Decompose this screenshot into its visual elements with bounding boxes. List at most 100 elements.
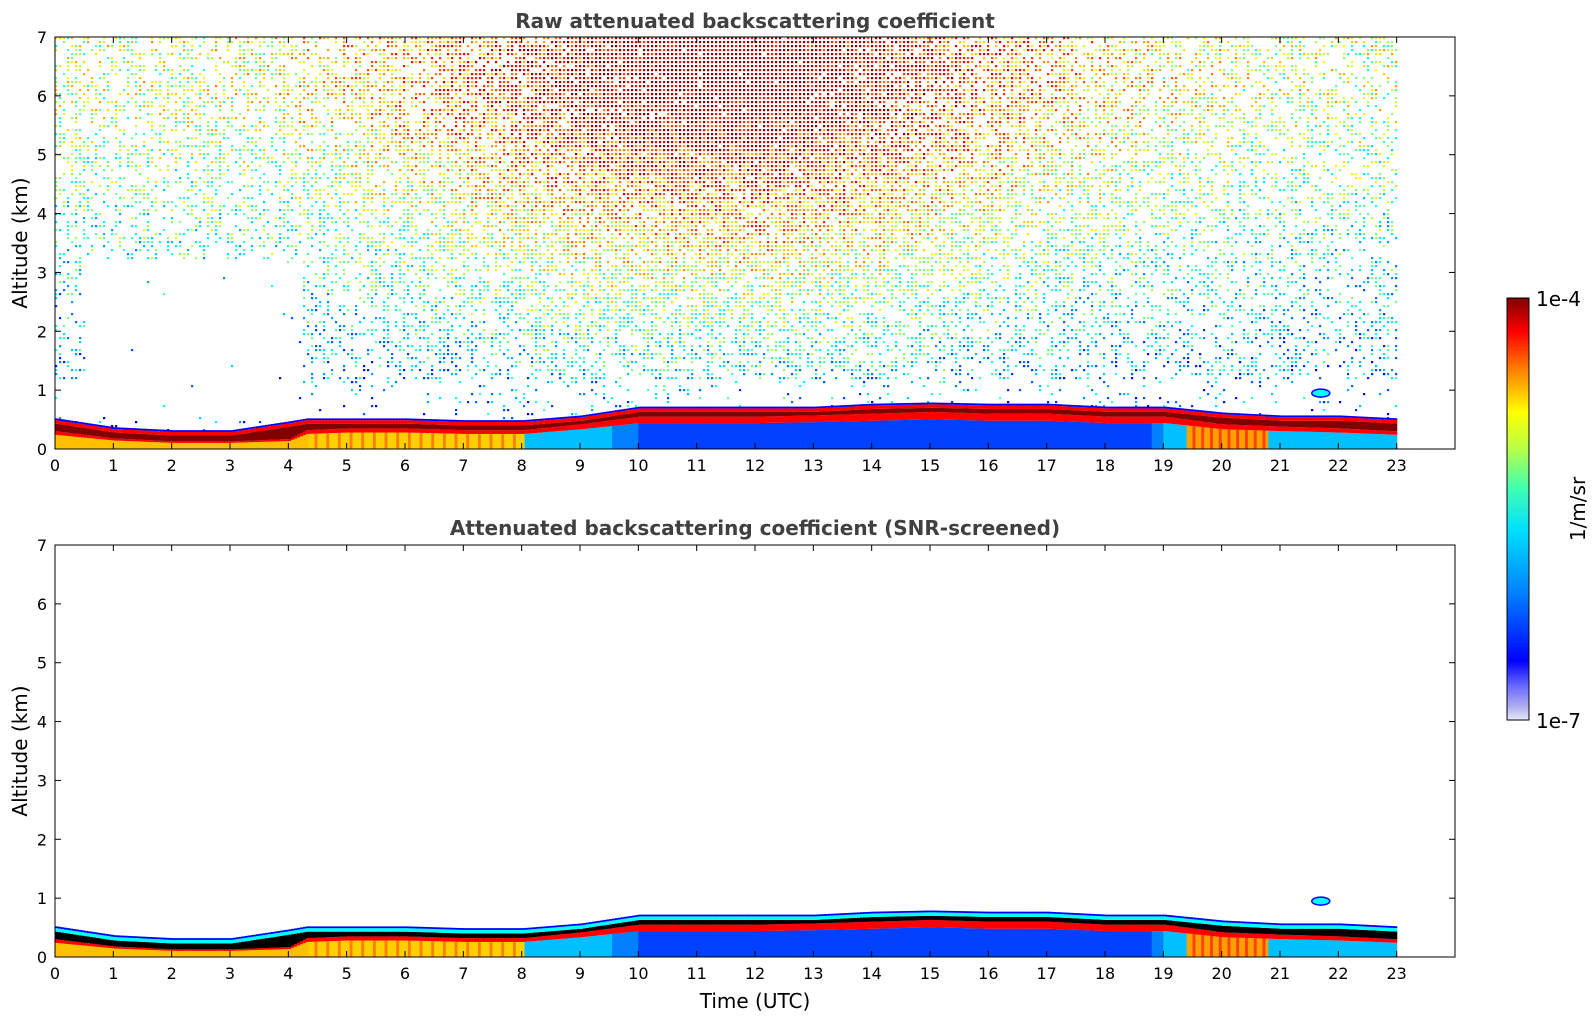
noise-cell xyxy=(351,193,354,196)
noise-cell xyxy=(531,209,534,212)
noise-cell xyxy=(487,233,490,236)
noise-cell xyxy=(339,325,342,328)
noise-cell xyxy=(111,121,114,124)
noise-cell xyxy=(567,257,570,260)
noise-cell xyxy=(79,129,82,132)
noise-cell xyxy=(575,109,578,112)
noise-cell xyxy=(551,301,554,304)
noise-cell xyxy=(579,189,582,192)
noise-cell xyxy=(547,265,550,268)
noise-cell xyxy=(531,77,534,80)
noise-cell xyxy=(563,209,566,212)
noise-cell xyxy=(411,165,414,168)
noise-cell xyxy=(371,273,374,276)
noise-cell xyxy=(487,285,490,288)
noise-cell xyxy=(123,145,126,148)
noise-cell xyxy=(391,193,394,196)
noise-cell xyxy=(399,49,402,52)
noise-cell xyxy=(155,249,158,252)
noise-cell xyxy=(395,189,398,192)
noise-cell xyxy=(499,181,502,184)
noise-cell xyxy=(515,89,518,92)
noise-cell xyxy=(271,45,274,48)
noise-cell xyxy=(195,77,198,80)
noise-cell xyxy=(75,221,78,224)
noise-cell xyxy=(447,45,450,48)
noise-cell xyxy=(271,253,274,256)
noise-cell xyxy=(571,217,574,220)
noise-cell xyxy=(375,185,378,188)
noise-cell xyxy=(543,81,546,84)
noise-cell xyxy=(471,301,474,304)
noise-cell xyxy=(415,193,418,196)
noise-cell xyxy=(447,181,450,184)
noise-cell xyxy=(551,117,554,120)
noise-cell xyxy=(559,97,562,100)
noise-cell xyxy=(203,37,206,40)
noise-cell xyxy=(479,337,482,340)
noise-cell xyxy=(551,197,554,200)
noise-cell xyxy=(415,273,418,276)
noise-cell xyxy=(167,245,170,248)
noise-cell xyxy=(275,109,278,112)
noise-cell xyxy=(427,325,430,328)
noise-cell xyxy=(431,149,434,152)
noise-cell xyxy=(171,217,174,220)
noise-cell xyxy=(359,221,362,224)
noise-cell xyxy=(299,397,302,400)
noise-cell xyxy=(95,173,98,176)
noise-cell xyxy=(543,269,546,272)
noise-cell xyxy=(355,153,358,156)
noise-cell xyxy=(103,201,106,204)
noise-cell xyxy=(555,93,558,96)
noise-cell xyxy=(363,205,366,208)
noise-cell xyxy=(371,297,374,300)
noise-cell xyxy=(131,97,134,100)
noise-cell xyxy=(491,117,494,120)
noise-cell xyxy=(123,45,126,48)
noise-cell xyxy=(475,137,478,140)
noise-cell xyxy=(591,133,594,136)
noise-cell xyxy=(579,209,582,212)
noise-cell xyxy=(431,185,434,188)
noise-cell xyxy=(495,189,498,192)
noise-cell xyxy=(519,245,522,248)
noise-cell xyxy=(295,225,298,228)
noise-cell xyxy=(319,65,322,68)
noise-cell xyxy=(439,141,442,144)
noise-cell xyxy=(487,101,490,104)
noise-cell xyxy=(71,377,74,380)
noise-cell xyxy=(575,137,578,140)
noise-cell xyxy=(359,389,362,392)
noise-cell xyxy=(395,109,398,112)
noise-cell xyxy=(183,57,186,60)
noise-cell xyxy=(395,249,398,252)
noise-cell xyxy=(379,365,382,368)
noise-cell xyxy=(383,189,386,192)
noise-cell xyxy=(367,197,370,200)
noise-cell xyxy=(531,105,534,108)
noise-cell xyxy=(103,193,106,196)
noise-cell xyxy=(423,61,426,64)
noise-cell xyxy=(379,245,382,248)
noise-cell xyxy=(567,181,570,184)
noise-cell xyxy=(447,93,450,96)
noise-cell xyxy=(59,257,62,260)
noise-cell xyxy=(383,133,386,136)
noise-cell xyxy=(475,101,478,104)
noise-cell xyxy=(323,261,326,264)
noise-cell xyxy=(471,169,474,172)
noise-cell xyxy=(419,369,422,372)
noise-cell xyxy=(583,173,586,176)
noise-cell xyxy=(391,173,394,176)
noise-cell xyxy=(327,177,330,180)
noise-cell xyxy=(567,165,570,168)
noise-cell xyxy=(59,281,62,284)
noise-cell xyxy=(499,185,502,188)
noise-cell xyxy=(323,357,326,360)
noise-cell xyxy=(471,121,474,124)
noise-cell xyxy=(435,321,438,324)
noise-cell xyxy=(447,349,450,352)
noise-cell xyxy=(279,69,282,72)
noise-cell xyxy=(527,213,530,216)
